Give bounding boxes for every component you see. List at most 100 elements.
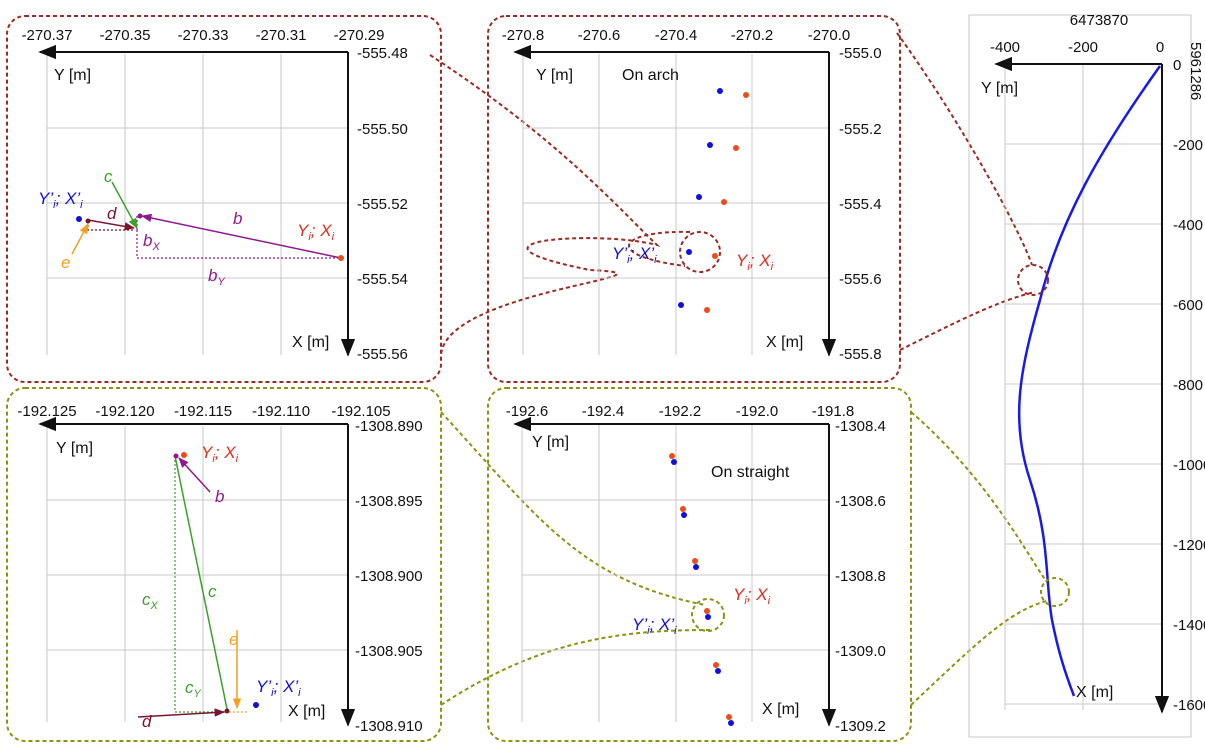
arch-zoom-frame — [6, 15, 442, 383]
arch-mid-ytick: -270.2 — [731, 27, 774, 44]
arch-zoom-ytick: -270.35 — [100, 27, 151, 44]
straight-mid-ytick: -192.2 — [659, 403, 702, 420]
arch-zoom-ytick: -270.33 — [178, 27, 229, 44]
straight-mid-ytick: -192.0 — [736, 403, 779, 420]
observed-point — [338, 255, 344, 261]
overview-grid — [1004, 64, 1162, 710]
arch-zoom-x-label: X [m] — [292, 334, 329, 351]
straight-highlight-circle — [691, 598, 725, 632]
straight-zoom-grid — [46, 426, 348, 722]
straight-zoom-ytick: -192.115 — [174, 403, 232, 420]
straight-zoom-cor-label: Y’i; X’i — [256, 677, 301, 699]
straight-zoom-ytick: -192.110 — [252, 403, 310, 420]
arch-zoom-xtick: -555.48 — [357, 45, 408, 62]
d-start-point — [85, 218, 91, 224]
arch-mid-ytick: -270.8 — [502, 27, 545, 44]
overview-xtick: -1400 — [1173, 617, 1205, 634]
label-cX: cX — [142, 590, 159, 612]
corrected-point — [696, 194, 702, 200]
straight-note: On straight — [711, 464, 790, 481]
observed-point — [713, 662, 719, 668]
corrected-point — [686, 249, 692, 255]
arch-zoom-ytick: -270.31 — [256, 27, 307, 44]
straight-zoom-xtick: -1308.905 — [355, 643, 423, 660]
observed-point — [721, 199, 727, 205]
overview-xtick: -1000 — [1173, 457, 1205, 474]
arch-mid-xtick: -555.4 — [839, 196, 882, 213]
vector-e — [71, 223, 89, 255]
overview-xtick: -1600 — [1173, 697, 1205, 714]
arch-mid-xtick: -555.6 — [839, 271, 882, 288]
vector-b — [178, 457, 211, 493]
overview-ytick: -200 — [1068, 39, 1098, 56]
arch-zoom-cor-label: Y’i; X’i — [38, 189, 83, 211]
overview-ytick: 0 — [1156, 39, 1164, 56]
arch-mid-cor-label: Y’i; X’i — [612, 244, 657, 266]
arch-zoom-panel: -270.37 -270.35 -270.33 -270.31 -270.29 … — [22, 27, 408, 363]
observed-point — [712, 253, 718, 259]
label-bX: bX — [143, 231, 160, 253]
overview-xtick: 0 — [1173, 57, 1181, 74]
straight-zoom-xtick: -1308.895 — [355, 493, 423, 510]
arch-zoom-ytick: -270.29 — [334, 27, 385, 44]
arch-zoom-xtick: -555.54 — [357, 271, 408, 288]
arch-mid-x-label: X [m] — [766, 334, 803, 351]
straight-mid-panel: -192.6 -192.4 -192.2 -192.0 -191.8 -1308… — [506, 403, 886, 735]
c-components — [174, 460, 225, 713]
straight-zoom-ytick: -192.105 — [331, 403, 390, 420]
corrected-point — [681, 512, 687, 518]
arch-zoom-xtick: -555.50 — [357, 121, 408, 138]
observed-point — [733, 145, 739, 151]
d-end-point — [224, 708, 230, 714]
label-c: c — [104, 167, 113, 186]
overview-xtick: -1200 — [1173, 537, 1205, 554]
observed-point — [680, 506, 686, 512]
straight-mid-ytick: -192.4 — [582, 403, 625, 420]
observed-point — [743, 92, 749, 98]
straight-zoom-xtick: -1308.910 — [355, 718, 423, 735]
overview-xtick: -800 — [1173, 377, 1203, 394]
vector-b — [140, 213, 342, 259]
corrected-point — [253, 702, 259, 708]
arch-zoom-ytick: -270.37 — [22, 27, 73, 44]
b-end-point — [173, 453, 179, 459]
straight-zoom-y-label: Y [m] — [56, 440, 93, 457]
straight-zoom-xtick: -1308.890 — [355, 418, 423, 435]
straight-mid-ytick: -191.8 — [812, 403, 855, 420]
label-cY: cY — [185, 678, 202, 700]
overview-y-offset: 6473870 — [1070, 12, 1128, 29]
observed-point — [692, 558, 698, 564]
overview-x-offset: 5961286 — [1187, 42, 1204, 100]
arch-zoom-xtick: -555.52 — [357, 196, 408, 213]
bY-component — [136, 230, 341, 259]
arch-mid-panel: -270.8 -270.6 -270.4 -270.2 -270.0 -555.… — [502, 27, 882, 363]
arch-mid-ytick: -270.4 — [655, 27, 698, 44]
straight-mid-obs-label: Yi; Xi — [733, 585, 771, 607]
overview-panel: 6473870 5961286 -400 -200 0 0 -200 -400 … — [968, 12, 1205, 738]
overview-straight-circle — [1040, 577, 1070, 607]
overview-xtick: -200 — [1173, 137, 1203, 154]
straight-mid-xtick: -1308.8 — [835, 568, 886, 585]
straight-zoom-panel: -192.125 -192.120 -192.115 -192.110 -192… — [17, 403, 422, 735]
arch-zoom-xtick: -555.56 — [357, 346, 408, 363]
arch-mid-y-label: Y [m] — [536, 67, 573, 84]
observed-point — [181, 452, 187, 458]
label-b: b — [233, 209, 242, 228]
arch-mid-xtick: -555.2 — [839, 121, 882, 138]
overview-x-label: X [m] — [1076, 684, 1113, 701]
vector-c — [174, 455, 228, 710]
arch-zoom-obs-label: Yi; Xi — [297, 221, 335, 243]
overview-ytick: -400 — [990, 39, 1020, 56]
corrected-point — [76, 216, 82, 222]
vector-d — [87, 219, 136, 231]
overview-xtick: -400 — [1173, 217, 1203, 234]
straight-mid-xtick: -1309.2 — [835, 718, 886, 735]
label-d: d — [142, 712, 152, 731]
straight-zoom-ytick: -192.125 — [17, 403, 76, 420]
straight-mid-ytick: -192.6 — [506, 403, 549, 420]
straight-mid-frame — [487, 387, 912, 742]
arch-mid-xtick: -555.8 — [839, 346, 882, 363]
b-end-point — [137, 213, 143, 219]
corrected-point — [678, 302, 684, 308]
label-b: b — [215, 487, 224, 506]
